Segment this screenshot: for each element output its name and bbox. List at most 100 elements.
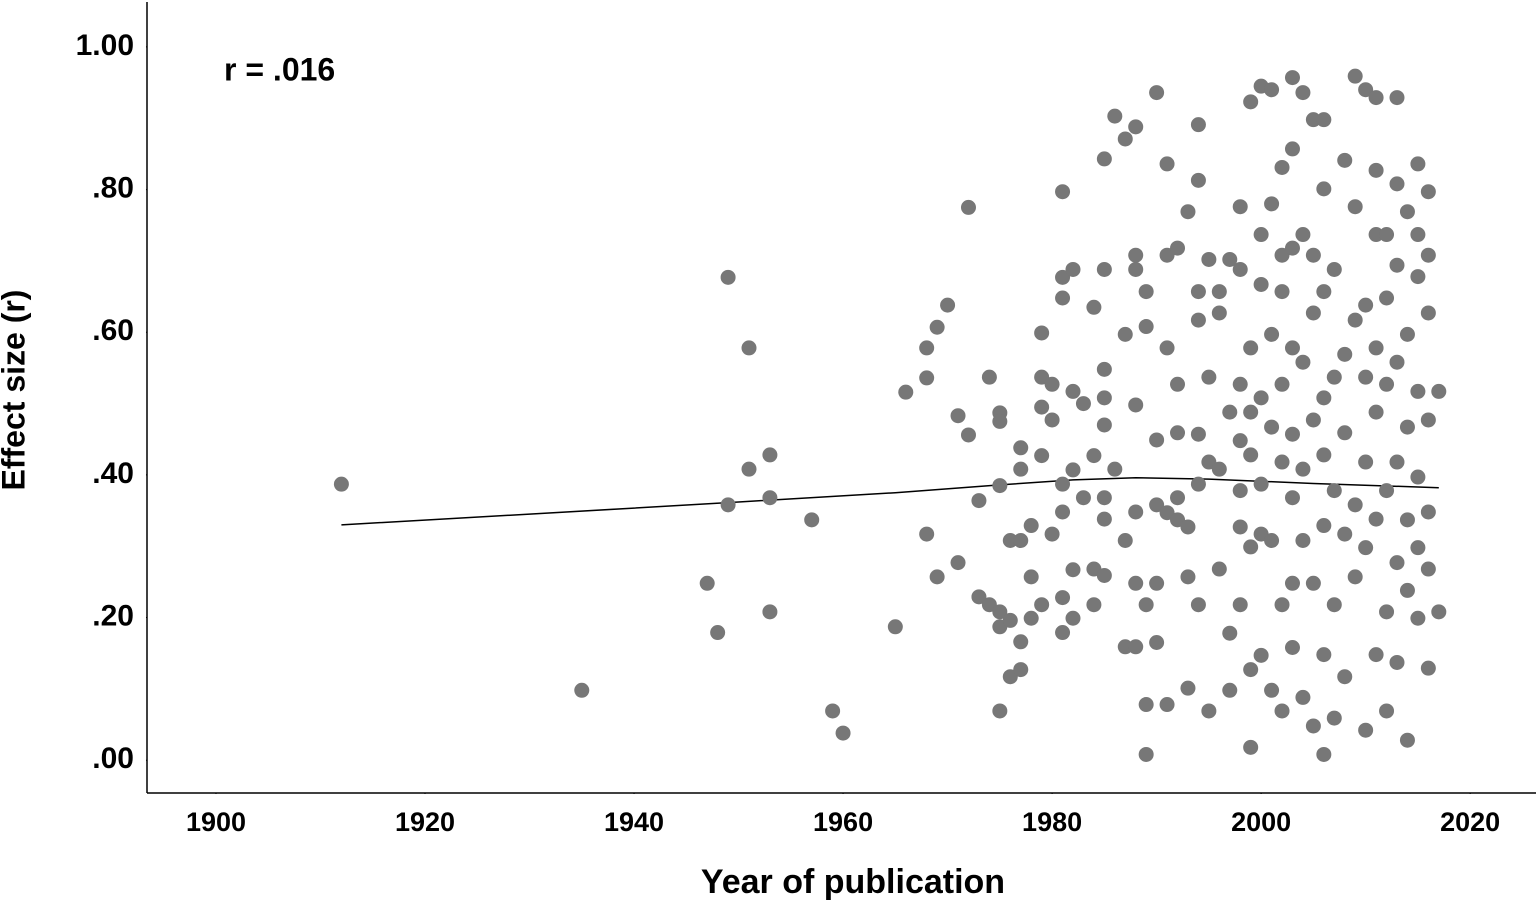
point	[1232, 261, 1248, 277]
point	[1149, 575, 1165, 591]
point	[919, 526, 935, 542]
point	[1211, 284, 1227, 300]
point	[720, 269, 736, 285]
point	[1190, 597, 1206, 613]
point	[1253, 390, 1269, 406]
x-tick-label: 1980	[1022, 807, 1082, 837]
point	[1410, 156, 1426, 172]
point	[1410, 269, 1426, 285]
x-tick-label: 2000	[1231, 807, 1291, 837]
y-tick-label: 1.00	[76, 29, 134, 62]
point	[1190, 312, 1206, 328]
point	[333, 476, 349, 492]
point	[1253, 647, 1269, 663]
point	[1107, 108, 1123, 124]
y-tick-label: .80	[92, 172, 134, 205]
point	[1180, 680, 1196, 696]
point	[1305, 305, 1321, 321]
point	[1201, 703, 1217, 719]
point	[1316, 284, 1332, 300]
point	[1295, 689, 1311, 705]
point	[1379, 703, 1395, 719]
y-tick-label: .40	[92, 457, 134, 490]
point	[1368, 227, 1384, 243]
point	[1034, 448, 1050, 464]
point	[1295, 533, 1311, 549]
point	[1222, 682, 1238, 698]
point	[1222, 625, 1238, 641]
point	[1232, 483, 1248, 499]
point	[1316, 518, 1332, 534]
point	[1013, 662, 1029, 678]
point	[1180, 519, 1196, 535]
point	[1232, 597, 1248, 613]
point	[1399, 419, 1415, 435]
point	[1138, 697, 1154, 713]
point	[1264, 419, 1280, 435]
point	[1023, 569, 1039, 585]
point	[1117, 639, 1133, 655]
point	[1389, 654, 1405, 670]
point	[1128, 397, 1144, 413]
point	[1274, 376, 1290, 392]
point	[762, 490, 778, 506]
point	[919, 370, 935, 386]
point	[1055, 290, 1071, 306]
point	[1420, 660, 1436, 676]
point	[1274, 284, 1290, 300]
point	[1253, 476, 1269, 492]
point	[1096, 490, 1112, 506]
point	[699, 575, 715, 591]
point	[1399, 204, 1415, 220]
point	[1065, 261, 1081, 277]
point	[1159, 505, 1175, 521]
point	[1232, 199, 1248, 215]
point	[1034, 325, 1050, 341]
point	[1347, 569, 1363, 585]
point	[1431, 383, 1447, 399]
point	[1326, 710, 1342, 726]
point	[1044, 526, 1060, 542]
point	[1159, 697, 1175, 713]
point	[1023, 518, 1039, 534]
point	[1055, 269, 1071, 285]
point	[1013, 461, 1029, 477]
point	[762, 447, 778, 463]
point	[1358, 82, 1374, 98]
point	[1023, 610, 1039, 626]
point	[762, 604, 778, 620]
point	[710, 625, 726, 641]
point	[1410, 227, 1426, 243]
point	[1096, 261, 1112, 277]
x-tick-label: 1940	[604, 807, 664, 837]
point	[1420, 305, 1436, 321]
point	[1420, 247, 1436, 263]
point	[1326, 369, 1342, 385]
point	[1253, 227, 1269, 243]
point	[1065, 562, 1081, 578]
point	[1211, 305, 1227, 321]
point	[960, 199, 976, 215]
point	[1128, 504, 1144, 520]
point	[1232, 519, 1248, 535]
point	[1305, 112, 1321, 128]
point	[1326, 261, 1342, 277]
point	[971, 493, 987, 509]
point	[1170, 490, 1186, 506]
point	[1211, 561, 1227, 577]
point	[1243, 340, 1259, 356]
point	[1190, 476, 1206, 492]
point	[1086, 597, 1102, 613]
point	[1149, 635, 1165, 651]
point	[1295, 227, 1311, 243]
point	[1399, 732, 1415, 748]
point	[1358, 297, 1374, 313]
point	[1055, 504, 1071, 520]
point	[1410, 383, 1426, 399]
point	[1128, 119, 1144, 135]
point	[1316, 112, 1332, 128]
point	[1337, 346, 1353, 362]
point	[950, 555, 966, 571]
point	[1096, 361, 1112, 377]
annotation: r = .016	[224, 51, 335, 87]
